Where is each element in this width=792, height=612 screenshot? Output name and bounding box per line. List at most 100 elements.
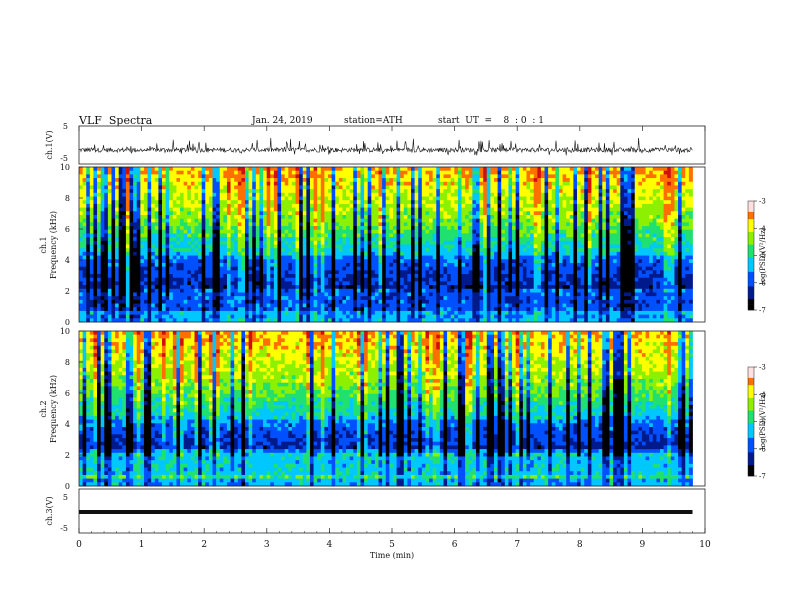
- spec1-cell: [320, 266, 325, 271]
- spec1-cell: [450, 266, 455, 271]
- spec1-cell: [623, 270, 628, 275]
- spec1-cell: [598, 259, 603, 264]
- spec1-cell: [544, 262, 549, 268]
- spec1-cell: [411, 174, 416, 179]
- spec1-cell: [526, 255, 531, 260]
- spec1-cell: [219, 181, 224, 186]
- spec1-cell: [634, 185, 639, 190]
- spec1-cell: [353, 196, 358, 201]
- spec1-cell: [389, 192, 394, 197]
- spec1-cell: [187, 259, 192, 264]
- spec1-cell: [360, 270, 365, 275]
- spec1-cell: [400, 167, 405, 172]
- spec1-cell: [234, 244, 239, 249]
- spec1-cell: [335, 248, 340, 253]
- spec1-cell: [569, 181, 574, 186]
- spec1-cell: [291, 259, 296, 264]
- spec1-cell: [342, 218, 347, 223]
- spec1-cell: [169, 237, 174, 242]
- spec1-cell: [620, 259, 625, 264]
- spec1-cell: [638, 266, 643, 271]
- spec1-cell: [190, 203, 195, 208]
- spec1-cell: [443, 226, 448, 231]
- spec1-cell: [685, 218, 690, 223]
- spec1-cell: [259, 196, 264, 201]
- spec1-cell: [147, 200, 152, 205]
- spec1-cell: [591, 240, 596, 245]
- spec1-cell: [263, 222, 268, 227]
- spec1-cell: [540, 259, 545, 264]
- spec1-cell: [400, 240, 405, 245]
- spec1-cell: [569, 167, 574, 172]
- spec1-cell: [479, 189, 484, 194]
- spec1-cell: [143, 248, 148, 253]
- spec1-cell: [540, 203, 545, 208]
- spec1-cell: [255, 170, 260, 175]
- spec1-cell: [349, 244, 354, 249]
- spec1-cell: [569, 211, 574, 216]
- spec1-cell: [129, 226, 134, 231]
- spec1-cell: [512, 170, 517, 175]
- spec1-cell: [104, 226, 109, 231]
- spec1-cell: [667, 185, 672, 190]
- spec1-cell: [259, 255, 264, 260]
- spec1-cell: [526, 181, 531, 186]
- spec1-cell: [454, 181, 459, 186]
- spec1-cell: [577, 207, 582, 212]
- spec1-cell: [237, 211, 242, 216]
- spec1-cell: [555, 240, 560, 245]
- spec1-cell: [118, 192, 123, 197]
- spec1-cell: [577, 181, 582, 186]
- spec1-cell: [111, 214, 116, 220]
- spec1-cell: [237, 214, 242, 220]
- spec1-cell: [111, 226, 116, 231]
- spec1-cell: [107, 189, 112, 194]
- spec1-cell: [187, 196, 192, 201]
- spec1-cell: [674, 244, 679, 249]
- spec1-cell: [331, 262, 336, 268]
- spec1-cell: [432, 266, 437, 271]
- spec1-cell: [396, 255, 401, 260]
- spec1-cell: [93, 255, 98, 260]
- spec1-cell: [634, 218, 639, 223]
- spec1-cell: [273, 214, 278, 220]
- spec1-cell: [652, 185, 657, 190]
- spec1-cell: [685, 251, 690, 256]
- spec1-cell: [273, 226, 278, 231]
- spec1-cell: [411, 170, 416, 175]
- spec1-cell: [89, 255, 94, 260]
- spec1-cell: [512, 248, 517, 253]
- spec1-cell: [288, 211, 293, 216]
- spec1-cell: [645, 266, 650, 271]
- spec1-cell: [118, 255, 123, 260]
- spec1-cell: [681, 196, 686, 201]
- spec1-cell: [266, 181, 271, 186]
- spec1-cell: [522, 178, 527, 183]
- spec1-cell: [501, 218, 506, 223]
- spec1-cell: [306, 181, 311, 186]
- spec1-cell: [620, 174, 625, 179]
- spec1-cell: [97, 226, 102, 231]
- spec1-cell: [291, 255, 296, 260]
- spec1-cell: [374, 229, 379, 234]
- spec1-cell: [530, 255, 535, 260]
- spec1-cell: [577, 237, 582, 242]
- spec1-cell: [125, 170, 130, 175]
- spec1-cell: [566, 222, 571, 227]
- spec1-cell: [176, 262, 181, 268]
- spec1-cell: [118, 262, 123, 268]
- spec1-cell: [418, 185, 423, 190]
- spec1-cell: [263, 178, 268, 183]
- spec1-cell: [299, 185, 304, 190]
- spec1-cell: [183, 178, 188, 183]
- spec1-cell: [180, 170, 185, 175]
- spec1-cell: [620, 178, 625, 183]
- spec1-cell: [147, 266, 152, 271]
- spec1-cell: [302, 196, 307, 201]
- spec1-cell: [266, 192, 271, 197]
- spec1-cell: [284, 240, 289, 245]
- spec1-cell: [468, 226, 473, 231]
- spec1-cell: [162, 196, 167, 201]
- spec1-cell: [569, 178, 574, 183]
- spec1-cell: [667, 270, 672, 275]
